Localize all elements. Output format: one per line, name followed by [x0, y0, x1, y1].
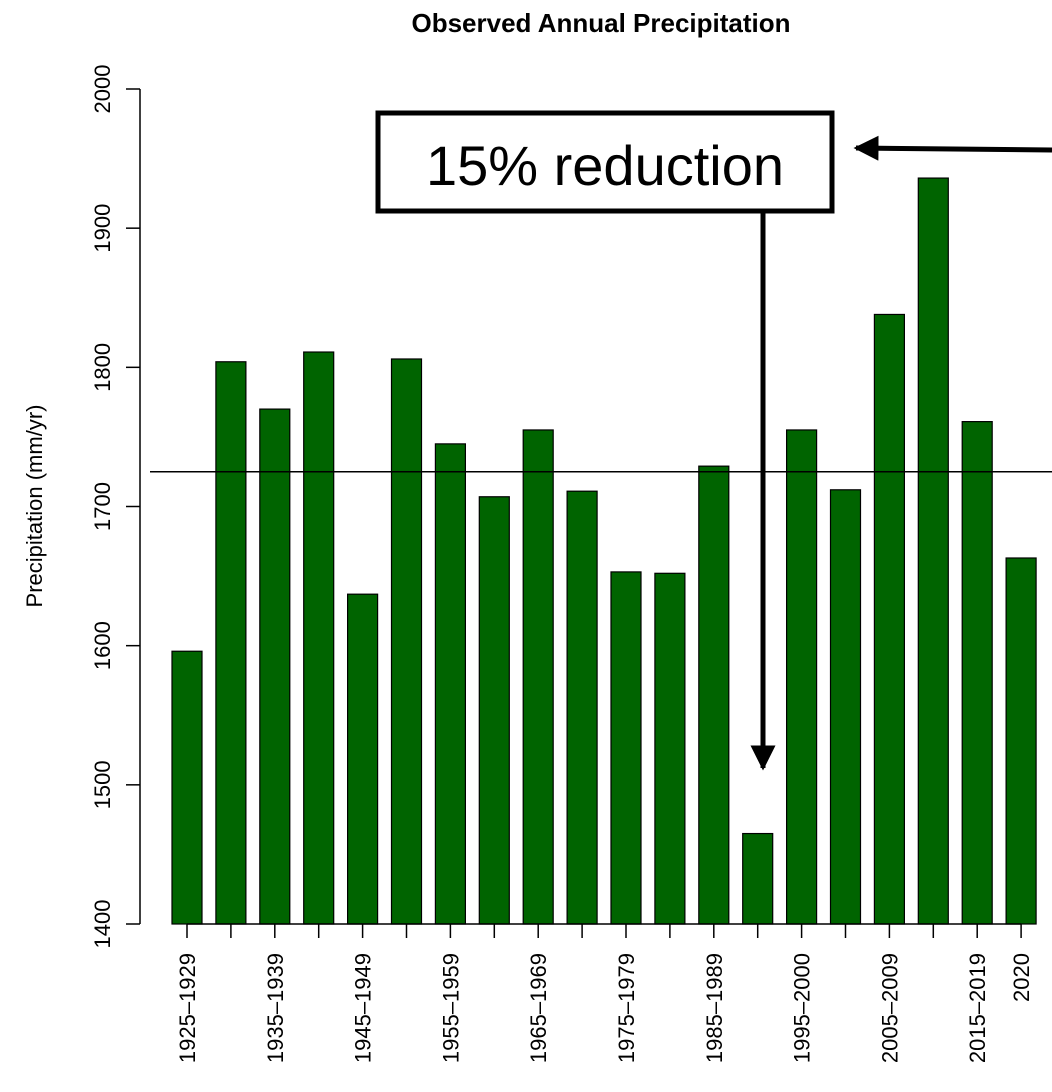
x-tick-label: 1985–1989 [702, 953, 727, 1063]
x-tick-label: 1935–1939 [263, 953, 288, 1063]
bar-1970–1974 [566, 490, 598, 925]
x-tick-label: 1955–1959 [438, 953, 463, 1063]
bar-1950–1954 [390, 358, 423, 925]
y-axis-label: Precipitation (mm/yr) [22, 405, 47, 608]
x-tick-label: 1945–1949 [351, 953, 376, 1063]
bars-group [171, 177, 1037, 925]
y-tick-label: 1600 [90, 621, 115, 670]
y-tick-label: 1500 [90, 760, 115, 809]
bar-1945–1949 [347, 593, 379, 925]
y-tick-label: 1800 [90, 343, 115, 392]
y-tick-label: 1700 [90, 482, 115, 531]
bar-1925–1929 [171, 650, 203, 925]
bar-1935–1939 [259, 408, 291, 925]
bar-2010–2014 [917, 177, 949, 925]
x-tick-label: 1965–1969 [526, 953, 551, 1063]
x-tick-label: 2005–2009 [877, 953, 902, 1063]
bar-1955–1959 [434, 443, 466, 925]
chart-title: Observed Annual Precipitation [411, 8, 790, 38]
bar-2020 [1005, 557, 1037, 925]
x-tick-label: 2020 [1009, 953, 1034, 1002]
reduction-annotation: 15% reduction [375, 110, 1052, 771]
annotation-box [375, 110, 835, 214]
y-tick-label: 1900 [90, 204, 115, 253]
bar-1965–1969 [522, 429, 554, 925]
bar-1985–1989 [698, 465, 730, 925]
y-axis: 1400 1500 1600 1700 1800 1900 2000 [90, 65, 141, 949]
bar-1930–1934 [215, 361, 247, 925]
bar-2000–2004 [829, 489, 862, 925]
annotation-text: 15% reduction [426, 134, 784, 197]
x-tick-label: 1995–2000 [790, 953, 815, 1063]
x-tick-label: 1975–1979 [614, 953, 639, 1063]
bar-1980–1984 [654, 572, 686, 925]
x-axis: 1925–1929 1935–1939 1945–1949 1955–1959 1965… [175, 923, 1034, 1063]
bar-2005–2009 [873, 313, 906, 925]
bar-1960–1964 [478, 496, 510, 925]
bar-1995–2000 [785, 429, 818, 925]
bar-1990–1994 [742, 832, 774, 925]
y-tick-label: 1400 [90, 900, 115, 949]
bar-1975–1979 [610, 571, 642, 925]
bar-1940–1944 [303, 351, 335, 925]
y-tick-label: 2000 [90, 65, 115, 114]
x-tick-label: 2015–2019 [965, 953, 990, 1063]
x-tick-label: 1925–1929 [175, 953, 200, 1063]
annotation-left-arrow [853, 135, 1052, 161]
bar-2015–2019 [961, 421, 993, 925]
